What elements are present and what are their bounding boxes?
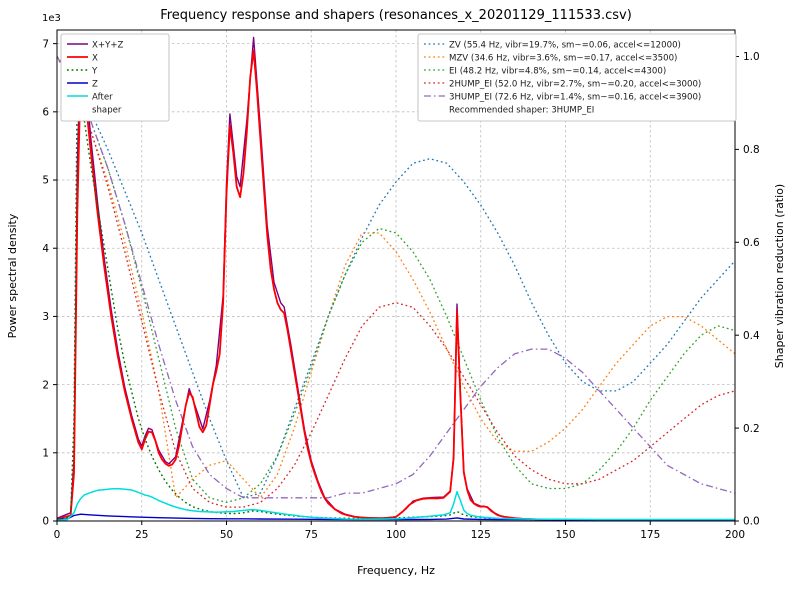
legend-label: X+Y+Z	[92, 41, 124, 51]
series-3hump_ei	[56, 56, 736, 499]
left-tick-label: 0	[42, 516, 49, 528]
x-tick-label: 150	[555, 529, 575, 541]
left-tick-label: 7	[42, 38, 49, 50]
axes-layer: 0 25 50 75 100 125 150 175 200 0 1 2 3 4 5 6 7 0.0 0.2 0.4 0…	[42, 29, 760, 541]
legend-box	[417, 33, 737, 122]
legend-shapers: ZV (55.4 Hz, vibr=19.7%, sm~=0.06, accel…	[417, 33, 737, 122]
left-tick-label: 5	[42, 175, 49, 187]
left-tick-label: 1	[42, 448, 49, 460]
legend-label: MZV (34.6 Hz, vibr=3.6%, sm~=0.17, accel…	[449, 54, 677, 64]
series-z	[56, 513, 736, 521]
right-tick-label: 0.2	[743, 423, 760, 435]
chart-title: Frequency response and shapers (resonanc…	[160, 8, 632, 23]
legend-label: Y	[91, 67, 98, 77]
x-axis-label: Frequency, Hz	[357, 564, 435, 577]
legend-label: After	[92, 93, 113, 103]
x-tick-label: 75	[305, 529, 318, 541]
x-tick-label: 100	[386, 529, 406, 541]
legend-label: ZV (55.4 Hz, vibr=19.7%, sm~=0.06, accel…	[449, 41, 681, 51]
x-tick-label: 50	[220, 529, 233, 541]
x-tick-label: 0	[54, 529, 61, 541]
series-2hump_ei	[56, 56, 736, 508]
legend-label: 2HUMP_EI (52.0 Hz, vibr=2.7%, sm~=0.20, …	[449, 80, 701, 90]
right-tick-label: 0.6	[743, 237, 760, 249]
legend-layer: X+Y+Z XYZ After shaper ZV (55.4 Hz, vibr=19.…	[60, 33, 737, 122]
legend-label: Recommended shaper: 3HUMP_EI	[449, 106, 594, 116]
series-layer	[56, 36, 736, 522]
series-after	[56, 487, 735, 522]
legend-label: EI (48.2 Hz, vibr=4.8%, sm~=0.14, accel<…	[449, 67, 666, 77]
x-tick-label: 175	[640, 529, 660, 541]
legend-label: Z	[92, 80, 98, 90]
legend-label: shaper	[92, 106, 122, 116]
legend-label: 3HUMP_EI (72.6 Hz, vibr=1.4%, sm~=0.16, …	[449, 93, 701, 103]
y-axis-label-left: Power spectral density	[6, 213, 19, 338]
legend-box	[60, 33, 170, 122]
series-zv	[56, 56, 736, 499]
legend-psd: X+Y+Z XYZ After shaper	[60, 33, 170, 122]
series-xyz	[56, 36, 736, 521]
x-tick-label: 200	[725, 529, 745, 541]
y-axis-label-right: Shaper vibration reduction (ratio)	[773, 184, 786, 368]
right-tick-label: 0.4	[743, 330, 760, 342]
series-x	[56, 49, 735, 522]
left-tick-label: 4	[42, 243, 49, 255]
right-tick-label: 0.0	[743, 516, 760, 528]
legend-label: X	[92, 54, 98, 64]
left-tick-label: 6	[42, 107, 49, 119]
left-tick-label: 2	[42, 379, 49, 391]
x-tick-label: 25	[135, 529, 148, 541]
axis-offset-text: 1e3	[42, 13, 61, 24]
x-tick-label: 125	[471, 529, 491, 541]
right-tick-label: 1.0	[743, 51, 760, 63]
right-tick-label: 0.8	[743, 144, 760, 156]
left-tick-label: 3	[42, 311, 49, 323]
